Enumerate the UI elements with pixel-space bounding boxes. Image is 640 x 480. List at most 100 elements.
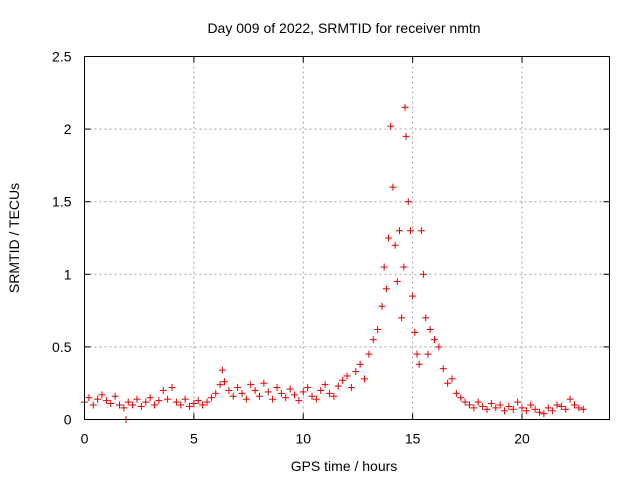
data-point <box>120 404 128 412</box>
data-point <box>343 372 351 380</box>
data-point <box>553 401 561 409</box>
data-point <box>164 395 172 403</box>
data-point <box>380 263 388 271</box>
data-point <box>102 397 110 405</box>
data-point <box>94 395 102 403</box>
data-point <box>124 398 132 406</box>
data-point <box>277 389 285 397</box>
data-point <box>571 401 578 409</box>
data-point <box>470 404 478 412</box>
data-point <box>496 401 504 409</box>
data-point <box>514 398 522 406</box>
data-point <box>492 404 500 412</box>
y-tick-label: 2 <box>64 121 72 137</box>
data-point <box>522 407 530 415</box>
data-point <box>439 365 447 373</box>
data-point <box>378 302 386 310</box>
data-point <box>238 389 246 397</box>
data-point <box>501 407 508 415</box>
x-tick-label: 15 <box>405 431 421 447</box>
data-point <box>420 270 428 278</box>
data-point <box>404 198 412 206</box>
data-point <box>402 132 410 140</box>
data-point <box>89 401 97 409</box>
data-point <box>172 398 180 406</box>
data-point <box>417 227 425 235</box>
data-point <box>85 394 93 402</box>
data-point <box>304 384 312 392</box>
data-point <box>413 350 421 358</box>
x-tick-label: 5 <box>190 431 198 447</box>
data-point <box>111 392 119 400</box>
data-point <box>505 402 513 410</box>
data-point <box>557 402 565 410</box>
data-point <box>415 360 423 368</box>
data-point <box>487 400 495 408</box>
data-point <box>155 397 163 405</box>
data-point <box>536 408 543 416</box>
data-point <box>448 375 456 383</box>
data-point <box>186 402 193 410</box>
data-point <box>339 376 347 384</box>
data-point <box>282 394 290 402</box>
data-point <box>299 388 307 396</box>
data-point <box>549 407 557 415</box>
data-point <box>308 392 316 400</box>
data-point <box>260 379 268 387</box>
data-point <box>509 405 517 413</box>
data-point <box>409 292 417 300</box>
data-point <box>401 103 409 111</box>
data-point <box>562 405 570 413</box>
data-point <box>391 241 399 249</box>
data-point <box>273 384 281 392</box>
data-point <box>396 227 403 235</box>
data-point <box>146 394 154 402</box>
data-point <box>389 183 397 191</box>
data-point <box>242 395 250 403</box>
y-tick-label: 1 <box>64 266 72 282</box>
x-tick-label: 0 <box>81 431 89 447</box>
data-point <box>385 234 393 242</box>
data-point <box>286 385 294 393</box>
data-point <box>540 410 548 418</box>
y-tick-label: 2.5 <box>52 49 72 65</box>
data-point <box>203 398 211 406</box>
data-point <box>221 378 228 386</box>
plot-frame <box>84 56 610 420</box>
data-point <box>426 325 434 333</box>
y-tick-label: 0.5 <box>52 339 72 355</box>
data-point <box>207 394 215 402</box>
data-point <box>356 360 364 368</box>
data-point <box>387 122 395 130</box>
data-point <box>159 386 167 394</box>
data-point <box>212 389 220 397</box>
x-tick-label: 10 <box>295 431 311 447</box>
data-point <box>544 404 552 412</box>
data-point <box>98 391 106 399</box>
data-point <box>369 336 377 344</box>
data-point <box>579 405 587 413</box>
data-point <box>365 350 373 358</box>
data-point <box>400 263 408 271</box>
data-point <box>190 400 198 408</box>
data-point <box>527 401 535 409</box>
y-axis-label: SRMTID / TECUs <box>6 183 22 293</box>
data-point <box>374 325 382 333</box>
data-point <box>321 381 329 389</box>
data-point <box>382 285 390 293</box>
data-point <box>452 389 460 397</box>
y-tick-label: 1.5 <box>52 194 72 210</box>
data-point <box>225 386 233 394</box>
data-point <box>347 384 355 392</box>
data-point <box>194 397 202 405</box>
data-point <box>474 398 482 406</box>
data-point <box>181 395 189 403</box>
data-point <box>107 400 115 408</box>
data-point <box>361 375 368 383</box>
data-point <box>411 328 419 336</box>
data-point <box>466 401 473 409</box>
data-point <box>317 386 325 394</box>
data-point <box>424 350 432 358</box>
data-point <box>422 314 430 322</box>
data-point <box>256 392 263 400</box>
